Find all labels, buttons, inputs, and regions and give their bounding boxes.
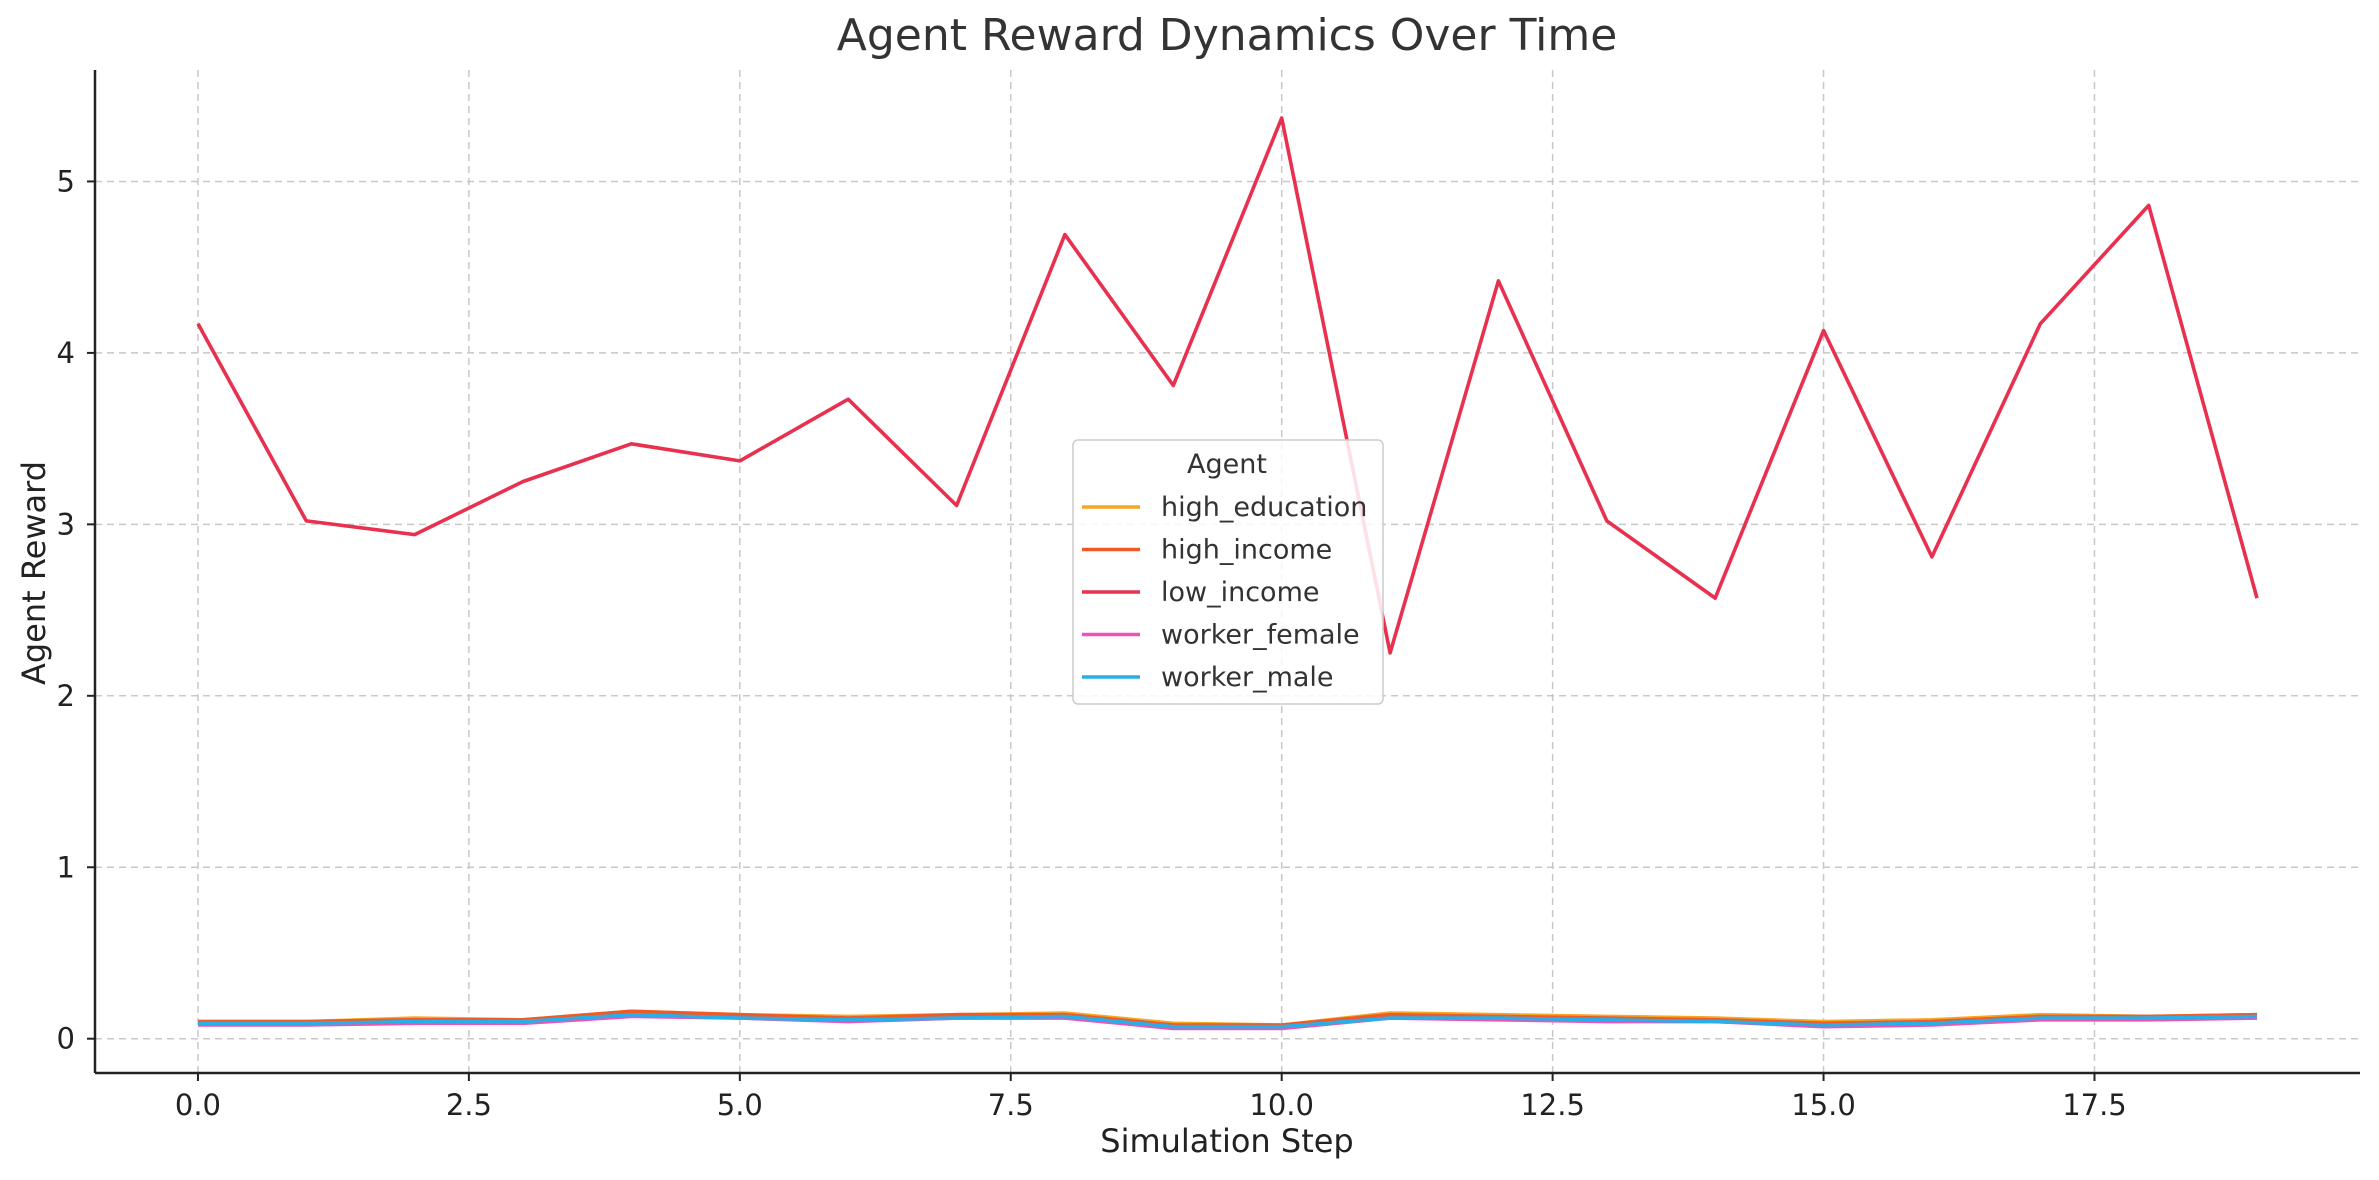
x-tick-label: 17.5 [2062,1088,2127,1122]
legend-title: Agent [1187,449,1267,480]
legend-label: worker_male [1161,662,1334,693]
x-tick-label: 0.0 [175,1088,221,1122]
x-tick-label: 5.0 [717,1088,763,1122]
x-tick-label: 15.0 [1791,1088,1856,1122]
y-tick-label: 1 [57,850,75,884]
x-tick-label: 7.5 [988,1088,1034,1122]
x-tick-label: 2.5 [446,1088,492,1122]
legend-label: high_income [1161,535,1332,566]
y-tick-label: 0 [57,1022,75,1056]
y-tick-label: 2 [57,679,75,713]
series-line-worker-male [198,1012,2258,1029]
x-axis-label: Simulation Step [1100,1122,1353,1160]
y-tick-label: 4 [57,336,75,370]
legend-label: worker_female [1161,620,1360,651]
x-tick-label: 12.5 [1520,1088,1585,1122]
series-line-low-income [196,116,2259,655]
chart-title: Agent Reward Dynamics Over Time [837,10,1618,61]
axes [93,70,2360,1075]
legend-box [1072,439,1384,705]
y-tick-label: 3 [57,507,75,541]
y-axis-label: Agent Reward [15,461,53,685]
legend-label: low_income [1161,577,1320,608]
x-tick-label: 10.0 [1249,1088,1314,1122]
tick-labels: 0.0 2.5 5.0 7.5 10.0 12.5 15.0 17.5 0 1 2 3 4 5 [57,164,2127,1122]
series-lines [196,116,2259,1031]
legend: Agent high_education high_income low_incom… [1072,439,1384,705]
y-tick-label: 5 [57,164,75,198]
legend-label: high_education [1161,492,1367,523]
